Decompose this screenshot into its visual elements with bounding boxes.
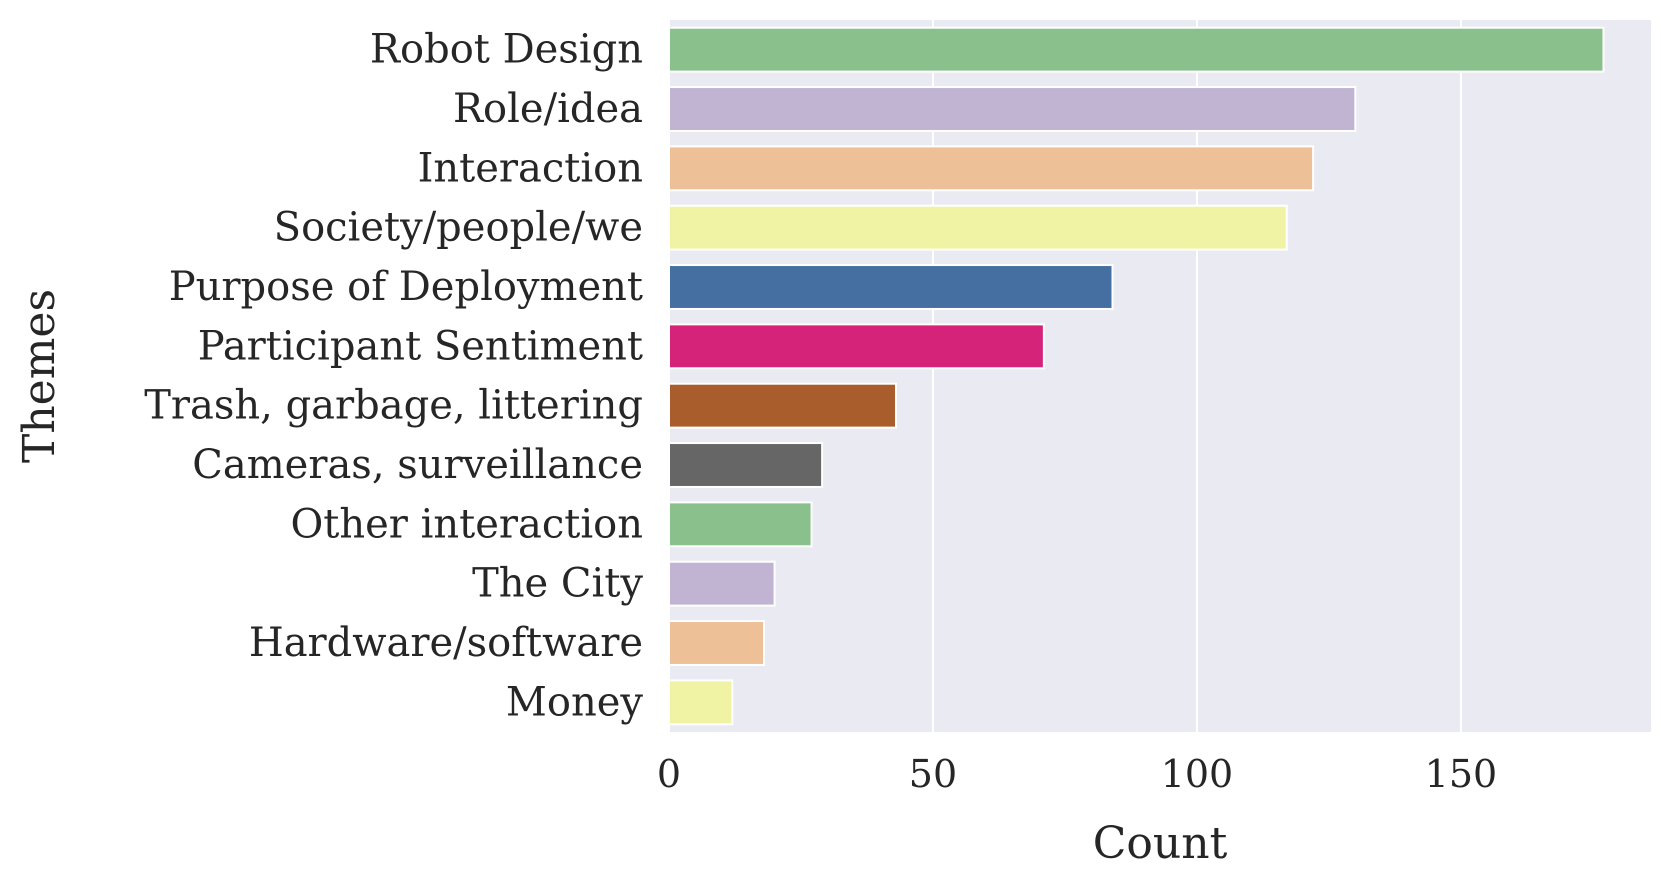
y-tick-label: Society/people/we [274,205,643,251]
bar [668,323,1045,370]
plot-area [669,20,1651,732]
bars [668,26,1605,726]
x-tick-label: 0 [657,752,681,796]
x-tick-labels: 0 50 100 150 [657,752,1497,796]
bar [668,679,734,726]
y-tick-label: Hardware/software [249,620,643,666]
y-tick-label: Participant Sentiment [198,323,643,369]
x-tick-label: 100 [1161,752,1234,796]
y-tick-label: Trash, garbage, littering [144,383,643,429]
bar [668,26,1605,73]
bar [668,382,898,429]
y-tick-label: The City [472,561,643,607]
y-tick-label: Money [506,679,643,725]
bar [668,264,1114,310]
y-tick-label: Other interaction [290,501,643,547]
y-tick-label: Robot Design [370,27,643,73]
bar [668,560,776,607]
x-tick-label: 150 [1425,752,1498,796]
bar [668,204,1288,251]
bar [668,442,824,488]
y-tick-label: Purpose of Deployment [169,264,643,310]
bar [668,86,1357,132]
x-tick-label: 50 [909,752,957,796]
y-tick-labels: Robot Design Role/idea Interaction Society/… [144,27,643,726]
y-tick-label: Role/idea [453,86,643,132]
y-tick-label: Interaction [418,145,643,191]
x-axis-label: Count [1093,818,1228,869]
bar [668,620,766,666]
y-axis-label: Themes [14,289,65,463]
bar [668,501,813,548]
gridlines [668,20,1462,732]
y-tick-label: Cameras, surveillance [192,442,643,488]
bar [668,145,1315,192]
